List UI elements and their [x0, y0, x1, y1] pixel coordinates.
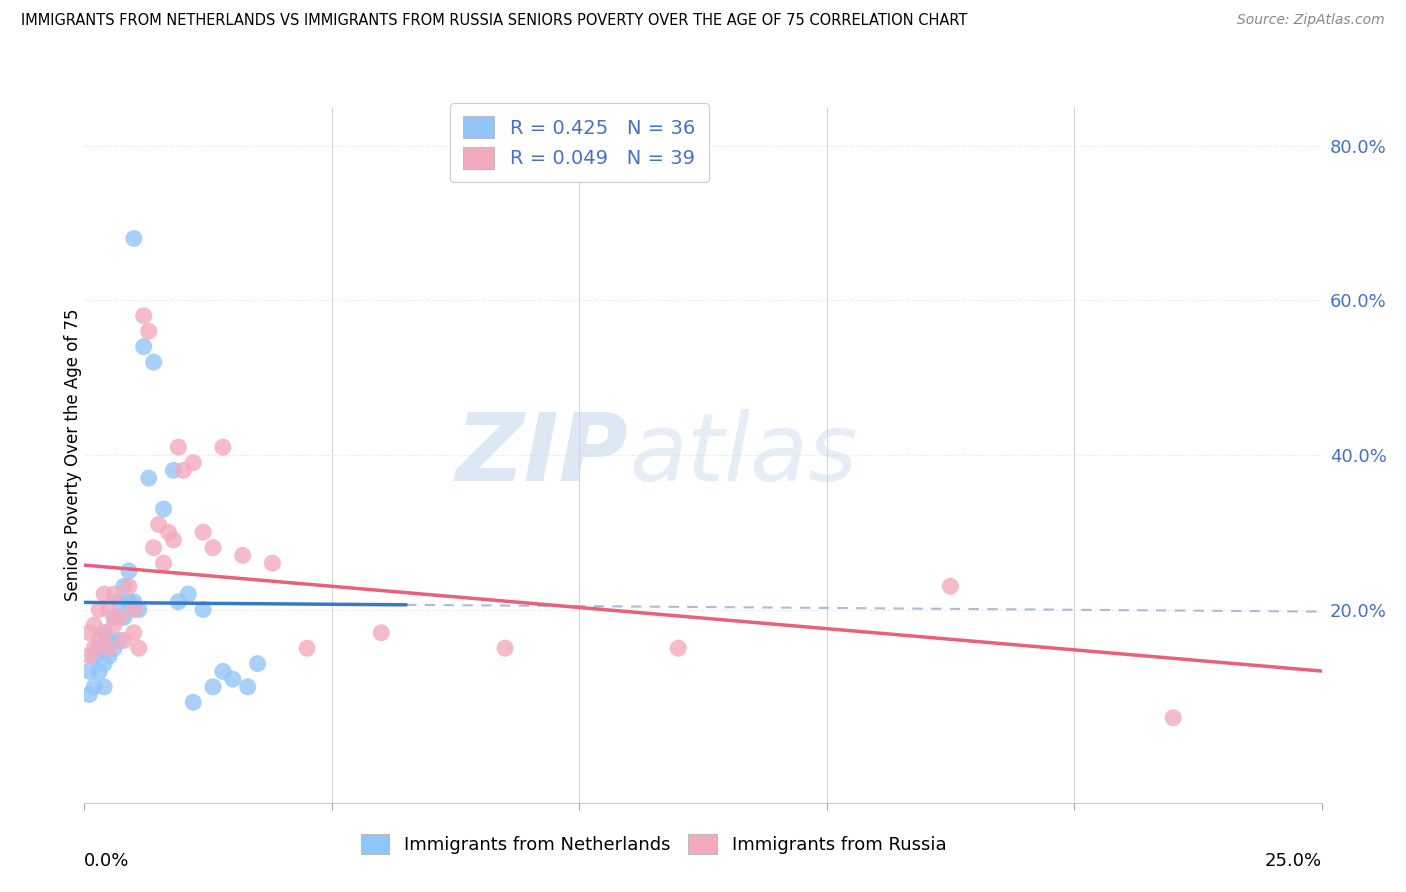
- Point: [142, 355, 165, 369]
- Point: [98, 633, 121, 648]
- Point: [128, 641, 150, 656]
- Point: [89, 602, 111, 616]
- Point: [108, 595, 131, 609]
- Point: [103, 610, 125, 624]
- Point: [212, 440, 235, 454]
- Point: [202, 680, 225, 694]
- Point: [112, 579, 135, 593]
- Point: [112, 633, 135, 648]
- Point: [79, 648, 101, 663]
- Text: 25.0%: 25.0%: [1264, 852, 1322, 870]
- Point: [118, 595, 141, 609]
- Point: [172, 463, 194, 477]
- Point: [79, 665, 101, 679]
- Text: IMMIGRANTS FROM NETHERLANDS VS IMMIGRANTS FROM RUSSIA SENIORS POVERTY OVER THE A: IMMIGRANTS FROM NETHERLANDS VS IMMIGRANT…: [21, 13, 967, 29]
- Point: [152, 556, 174, 570]
- Point: [98, 602, 121, 616]
- Point: [295, 641, 318, 656]
- Point: [191, 602, 214, 616]
- Point: [191, 525, 214, 540]
- Point: [148, 517, 170, 532]
- Point: [202, 541, 225, 555]
- Point: [122, 231, 145, 245]
- Point: [122, 625, 145, 640]
- Point: [232, 549, 254, 563]
- Point: [79, 688, 101, 702]
- Point: [83, 618, 105, 632]
- Point: [167, 440, 190, 454]
- Point: [83, 648, 105, 663]
- Point: [370, 625, 392, 640]
- Point: [93, 680, 115, 694]
- Point: [167, 595, 190, 609]
- Point: [152, 502, 174, 516]
- Point: [83, 680, 105, 694]
- Text: atlas: atlas: [628, 409, 858, 500]
- Point: [98, 641, 121, 656]
- Point: [142, 541, 165, 555]
- Point: [246, 657, 269, 671]
- Point: [122, 602, 145, 616]
- Point: [1161, 711, 1184, 725]
- Point: [108, 633, 131, 648]
- Point: [222, 672, 245, 686]
- Point: [212, 665, 235, 679]
- Point: [93, 657, 115, 671]
- Point: [181, 456, 204, 470]
- Point: [162, 533, 184, 547]
- Point: [103, 618, 125, 632]
- Point: [939, 579, 962, 593]
- Point: [89, 641, 111, 656]
- Text: Source: ZipAtlas.com: Source: ZipAtlas.com: [1237, 13, 1385, 28]
- Point: [138, 324, 160, 338]
- Point: [118, 579, 141, 593]
- Point: [93, 625, 115, 640]
- Legend: Immigrants from Netherlands, Immigrants from Russia: Immigrants from Netherlands, Immigrants …: [352, 825, 956, 863]
- Point: [103, 587, 125, 601]
- Point: [157, 525, 180, 540]
- Point: [103, 641, 125, 656]
- Point: [128, 602, 150, 616]
- Point: [132, 340, 155, 354]
- Text: ZIP: ZIP: [456, 409, 628, 501]
- Point: [177, 587, 200, 601]
- Point: [83, 641, 105, 656]
- Point: [666, 641, 689, 656]
- Point: [93, 625, 115, 640]
- Point: [89, 633, 111, 648]
- Point: [108, 610, 131, 624]
- Point: [262, 556, 284, 570]
- Point: [494, 641, 516, 656]
- Point: [138, 471, 160, 485]
- Y-axis label: Seniors Poverty Over the Age of 75: Seniors Poverty Over the Age of 75: [65, 309, 82, 601]
- Point: [98, 648, 121, 663]
- Point: [122, 595, 145, 609]
- Text: 0.0%: 0.0%: [84, 852, 129, 870]
- Point: [79, 625, 101, 640]
- Point: [236, 680, 259, 694]
- Point: [93, 587, 115, 601]
- Point: [162, 463, 184, 477]
- Point: [89, 665, 111, 679]
- Point: [112, 610, 135, 624]
- Point: [181, 695, 204, 709]
- Point: [118, 564, 141, 578]
- Point: [132, 309, 155, 323]
